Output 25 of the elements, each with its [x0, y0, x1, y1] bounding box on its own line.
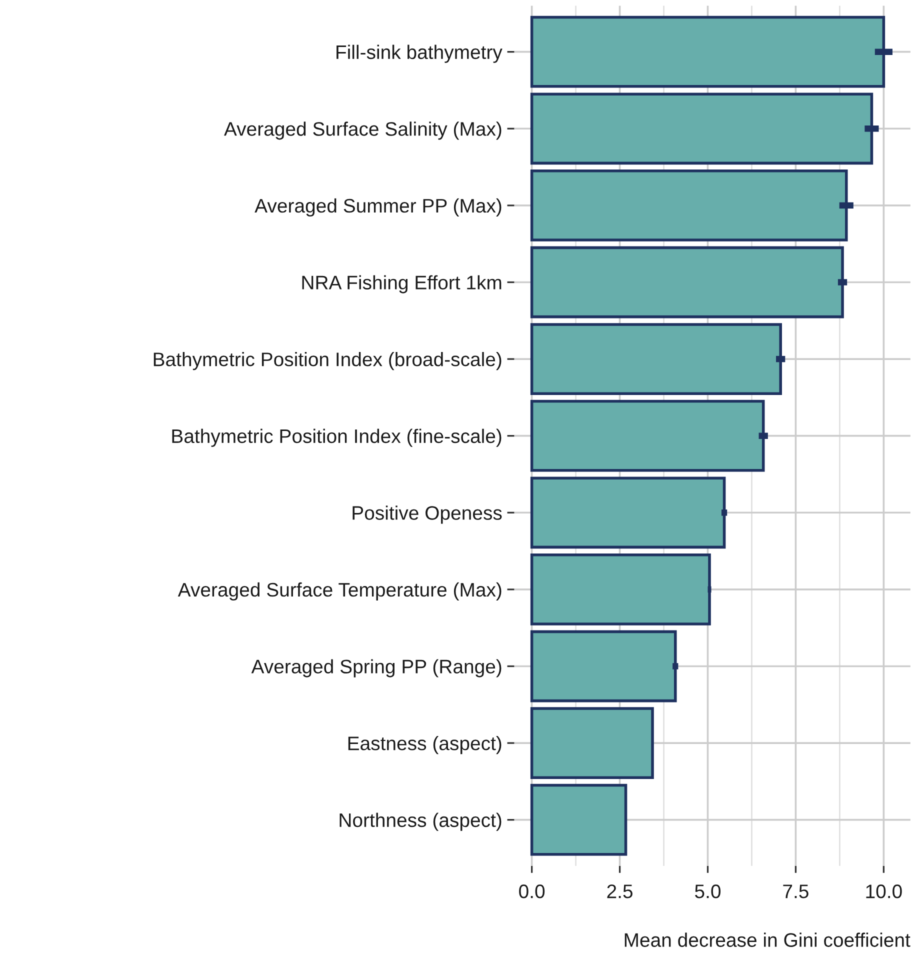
x-tick-label: 10.0 — [866, 884, 902, 898]
x-tick-label: 2.5 — [607, 884, 632, 898]
x-tick-label: 5.0 — [695, 884, 721, 898]
y-tick-label: Positive Openess — [352, 506, 502, 524]
bar — [530, 246, 844, 318]
y-tick-label: Fill-sink bathymetry — [336, 44, 502, 63]
x-tick-label: 7.5 — [783, 884, 808, 898]
y-tick-label: Northness (aspect) — [340, 812, 502, 831]
bar — [530, 553, 711, 626]
y-tick-label: Bathymetric Position Index (broad-scale) — [154, 352, 502, 370]
bar — [530, 476, 726, 549]
y-tick-label: Averaged Summer PP (Max) — [254, 198, 502, 217]
bar — [530, 630, 677, 702]
y-tick-label: Eastness (aspect) — [348, 736, 502, 754]
bar — [530, 323, 782, 395]
y-tick-label: Bathymetric Position Index (fine-scale) — [172, 428, 502, 447]
x-tick-label: 0.0 — [519, 884, 545, 898]
y-tick-label: Averaged Surface Salinity (Max) — [224, 122, 502, 140]
bar — [530, 707, 654, 779]
y-tick-label: NRA Fishing Effort 1km — [302, 275, 502, 294]
y-tick-label: Averaged Surface Temperature (Max) — [178, 582, 502, 601]
bar — [530, 784, 628, 856]
x-axis-title: Mean decrease in Gini coefficient — [624, 932, 910, 947]
y-tick-label: Averaged Spring PP (Range) — [251, 659, 502, 678]
bar — [530, 400, 765, 472]
